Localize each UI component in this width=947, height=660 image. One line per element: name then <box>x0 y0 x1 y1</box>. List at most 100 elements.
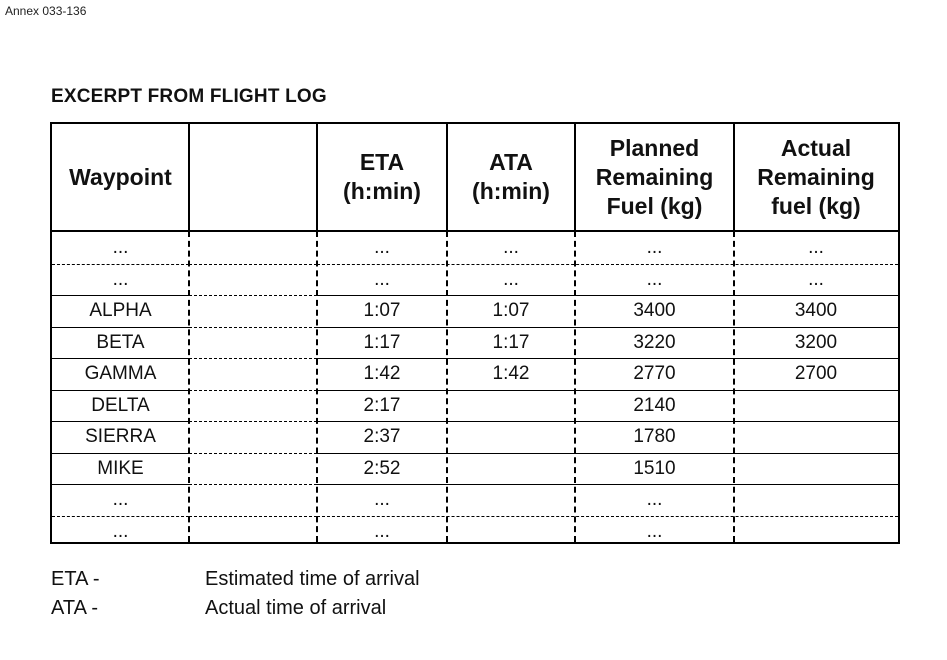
legend-eta-abbr: ETA - <box>51 568 100 590</box>
cell-waypoint: MIKE <box>97 457 144 479</box>
cell-planned-fuel: ... <box>646 489 663 510</box>
cell-blank <box>189 485 317 515</box>
cell-actual-fuel: 3400 <box>794 300 838 321</box>
cell-eta: 1:42 <box>363 363 401 384</box>
cell-eta: ... <box>374 489 390 510</box>
row-divider-dashed <box>189 295 317 296</box>
cell-waypoint: BETA <box>96 331 145 353</box>
row-divider <box>317 389 898 391</box>
column-divider <box>574 124 576 230</box>
cell-blank <box>189 517 317 547</box>
cell-blank <box>189 422 317 452</box>
cell-waypoint: DELTA <box>91 394 150 416</box>
row-divider-dashed <box>189 389 317 391</box>
row-divider-dashed <box>189 263 317 265</box>
row-divider <box>52 389 189 391</box>
row-divider-dashed <box>189 484 317 485</box>
header-waypoint: Waypoint <box>69 163 172 190</box>
cell-planned-fuel: 1780 <box>633 426 676 447</box>
header-eta: ETA (h:min) <box>343 149 421 204</box>
header-ata: ATA (h:min) <box>472 149 550 204</box>
header-divider <box>52 230 898 232</box>
row-divider-dashed <box>189 515 317 517</box>
cell-planned-fuel: 3400 <box>633 300 676 321</box>
cell-actual-fuel <box>734 422 898 452</box>
cell-planned-fuel: ... <box>646 237 663 258</box>
row-divider <box>317 515 898 517</box>
cell-eta: ... <box>374 268 390 290</box>
row-divider-dashed <box>189 421 317 422</box>
cell-planned-fuel: 2140 <box>633 394 676 416</box>
cell-ata <box>447 422 575 452</box>
legend-eta-text: Estimated time of arrival <box>205 568 420 590</box>
row-divider <box>317 452 898 454</box>
column-divider-dashed <box>733 231 735 542</box>
cell-eta: 2:52 <box>363 457 401 479</box>
row-divider <box>52 515 189 517</box>
log-title: EXCERPT FROM FLIGHT LOG <box>51 86 327 107</box>
cell-blank <box>189 265 317 295</box>
header-actual-fuel: Actual Remaining fuel (kg) <box>757 134 875 219</box>
cell-actual-fuel <box>734 485 898 515</box>
cell-planned-fuel: ... <box>646 268 663 290</box>
column-divider <box>446 124 448 230</box>
cell-blank <box>189 296 317 326</box>
cell-eta: 1:17 <box>363 331 401 353</box>
row-divider-dashed <box>189 452 317 454</box>
row-divider <box>317 263 898 265</box>
cell-eta: 2:17 <box>363 394 401 416</box>
column-divider-dashed <box>188 231 190 542</box>
row-divider <box>52 358 189 359</box>
column-divider-dashed <box>316 231 318 542</box>
cell-blank <box>189 233 317 263</box>
cell-actual-fuel: 3200 <box>794 331 838 353</box>
cell-actual-fuel <box>734 517 898 547</box>
row-divider <box>52 421 189 422</box>
row-divider <box>52 326 189 328</box>
cell-ata <box>447 391 575 421</box>
cell-planned-fuel: 1510 <box>633 457 676 479</box>
cell-waypoint: ... <box>112 237 129 258</box>
cell-ata: 1:42 <box>492 363 530 384</box>
row-divider <box>52 263 189 265</box>
row-divider-dashed <box>189 326 317 328</box>
annex-label: Annex 033-136 <box>5 4 87 18</box>
cell-eta: 2:37 <box>363 426 401 447</box>
cell-blank <box>189 454 317 484</box>
cell-actual-fuel: ... <box>808 237 824 258</box>
cell-ata <box>447 517 575 547</box>
column-divider-dashed <box>446 231 448 542</box>
cell-planned-fuel: 3220 <box>633 331 676 353</box>
row-divider <box>52 484 189 485</box>
cell-waypoint: SIERRA <box>85 426 156 447</box>
cell-eta: ... <box>374 520 390 542</box>
row-divider <box>52 452 189 454</box>
cell-waypoint: ALPHA <box>89 300 152 321</box>
cell-blank <box>189 359 317 389</box>
cell-ata: 1:17 <box>492 331 530 353</box>
cell-waypoint: ... <box>112 268 129 290</box>
cell-waypoint: ... <box>112 520 129 542</box>
cell-actual-fuel: 2700 <box>794 363 838 384</box>
cell-ata: ... <box>503 237 519 258</box>
cell-blank <box>189 391 317 421</box>
header-blank <box>189 124 317 230</box>
cell-ata: ... <box>503 268 519 290</box>
cell-eta: ... <box>374 237 390 258</box>
legend-ata-text: Actual time of arrival <box>205 597 387 619</box>
row-divider <box>317 326 898 328</box>
row-divider <box>317 484 898 485</box>
row-divider <box>52 295 189 296</box>
row-divider <box>317 295 898 296</box>
cell-ata <box>447 454 575 484</box>
cell-blank <box>189 328 317 358</box>
column-divider-dashed <box>574 231 576 542</box>
cell-actual-fuel: ... <box>808 268 824 290</box>
cell-waypoint: GAMMA <box>84 363 157 384</box>
row-divider <box>317 421 898 422</box>
flight-log-table: Waypoint ETA (h:min) ATA (h:min) Planned Re… <box>50 122 900 544</box>
column-divider <box>733 124 735 230</box>
column-divider <box>188 124 190 230</box>
row-divider-dashed <box>189 358 317 359</box>
cell-ata: 1:07 <box>492 300 530 321</box>
